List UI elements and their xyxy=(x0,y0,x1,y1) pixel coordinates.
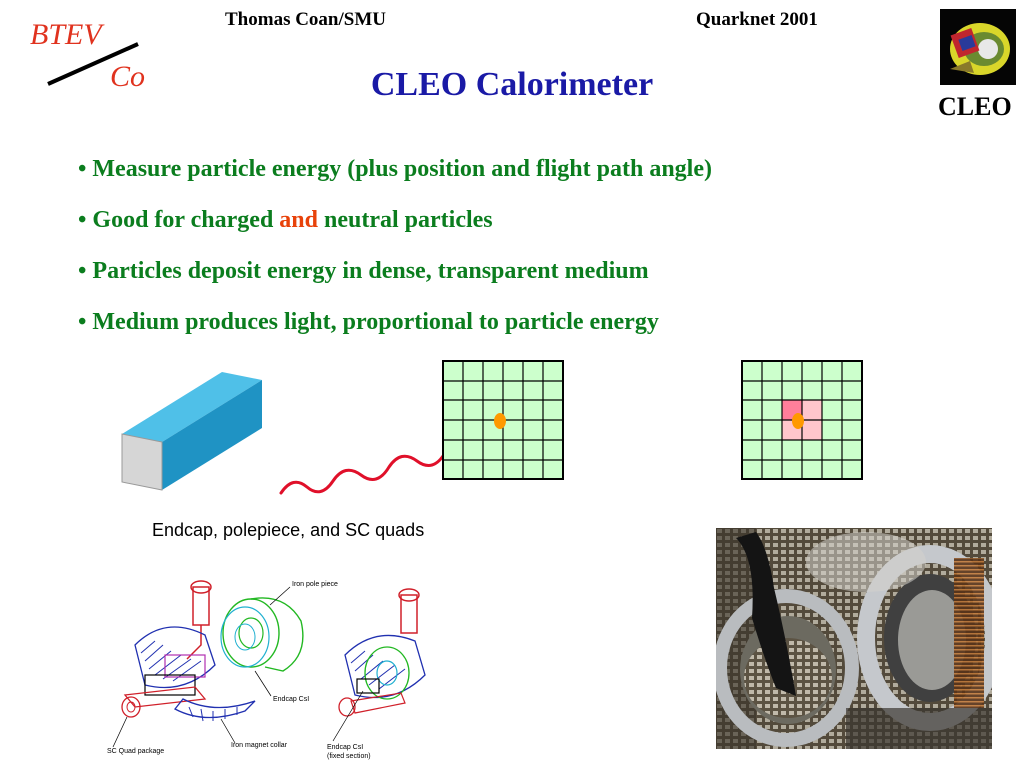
btev-logo: BTEV Co xyxy=(30,18,145,90)
label-iron-magnet-collar: Iron magnet collar xyxy=(231,742,288,749)
bullet-list: • Measure particle energy (plus position… xyxy=(78,152,712,356)
crystal-side-face xyxy=(162,380,262,490)
hit-point xyxy=(792,413,804,429)
bullet-text-pre: Good for charged xyxy=(92,207,280,233)
bullet-item: • Measure particle energy (plus position… xyxy=(78,156,712,182)
crystal-grid-energy xyxy=(741,360,863,480)
label-fixed-section: (fixed section) xyxy=(327,753,371,760)
label-endcap-csi-fixed: Endcap CsI xyxy=(327,744,363,751)
crystal-grid-hit xyxy=(442,360,564,480)
crystal-top-face xyxy=(122,372,262,442)
bullet-text-post: neutral particles xyxy=(318,207,493,233)
endcap-line-drawing: Iron pole piece Endcap CsI SC Quad packa… xyxy=(107,580,426,760)
sc-quad-assembly-left xyxy=(121,580,256,722)
endcap-caption: Endcap, polepiece, and SC quads xyxy=(152,520,425,540)
iron-pole-piece-shape xyxy=(220,597,304,672)
bullet-highlight: and xyxy=(279,207,318,233)
cleo-detector-thumbnail xyxy=(940,9,1016,85)
logo-line1: BTEV xyxy=(30,18,105,51)
endcap-photo xyxy=(716,528,992,749)
crystal-block xyxy=(121,372,262,491)
bullet-item: • Good for charged and neutral particles xyxy=(78,207,493,233)
logo-slash xyxy=(47,42,139,86)
bullet-item: • Particles deposit energy in dense, tra… xyxy=(78,258,649,284)
label-endcap-csi: Endcap CsI xyxy=(273,696,309,703)
label-sc-quad-package: SC Quad package xyxy=(107,748,164,755)
author-header: Thomas Coan/SMU xyxy=(225,9,386,30)
event-header: Quarknet 2001 xyxy=(696,9,818,30)
logo-line2: Co xyxy=(110,60,145,90)
label-iron-pole-piece: Iron pole piece xyxy=(292,581,338,588)
bullet-text: Medium produces light, proportional to p… xyxy=(92,309,659,335)
bullet-item: • Medium produces light, proportional to… xyxy=(78,309,659,335)
bullet-text: Measure particle energy (plus position a… xyxy=(92,156,712,182)
crystal-end-face xyxy=(121,433,163,491)
slide-title: CLEO Calorimeter xyxy=(370,66,654,103)
cleo-label: CLEO xyxy=(938,92,1012,121)
bullet-text: Particles deposit energy in dense, trans… xyxy=(92,258,649,284)
hit-point xyxy=(494,413,506,429)
sc-quad-assembly-right xyxy=(338,588,426,717)
